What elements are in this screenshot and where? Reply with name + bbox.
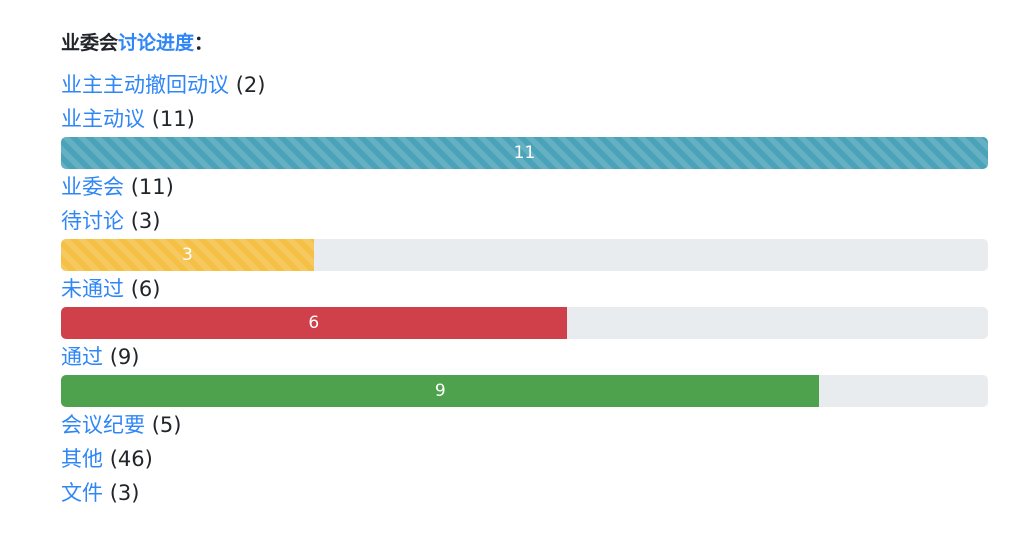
list-item: 待讨论 (3) — [61, 204, 988, 238]
category-count: (3) — [109, 481, 140, 505]
list-item: 业主动议 (11) — [61, 102, 988, 136]
progress-bar-label: 11 — [513, 143, 536, 163]
progress-bar: 3 — [61, 239, 988, 271]
heading-prefix: 业委会 — [61, 32, 119, 54]
progress-bar-fill: 9 — [61, 375, 820, 407]
category-count: (3) — [130, 209, 161, 233]
progress-bar-fill: 6 — [61, 307, 567, 339]
category-count: (2) — [235, 73, 266, 97]
progress-bar: 11 — [61, 137, 988, 169]
category-count: (46) — [109, 447, 153, 471]
category-count: (11) — [130, 175, 174, 199]
category-link-minutes[interactable]: 会议纪要 — [61, 413, 145, 437]
progress-bar-label: 3 — [181, 245, 193, 265]
progress-bar: 6 — [61, 307, 988, 339]
category-link-files[interactable]: 文件 — [61, 481, 103, 505]
panel-heading: 业委会讨论进度： — [61, 28, 988, 58]
category-link-committee[interactable]: 业委会 — [61, 175, 124, 199]
progress-panel: 业委会讨论进度： 业主主动撤回动议 (2) 业主动议 (11) 11 业委会 (… — [61, 28, 988, 510]
list-item: 其他 (46) — [61, 442, 988, 476]
category-link-owner-motion[interactable]: 业主动议 — [61, 107, 145, 131]
category-link-approved[interactable]: 通过 — [61, 345, 103, 369]
category-count: (9) — [109, 345, 140, 369]
category-count: (5) — [151, 413, 182, 437]
list-item: 业委会 (11) — [61, 170, 988, 204]
category-count: (6) — [130, 277, 161, 301]
list-item: 会议纪要 (5) — [61, 408, 988, 442]
category-count: (11) — [151, 107, 195, 131]
list-item: 业主主动撤回动议 (2) — [61, 68, 988, 102]
category-link-pending[interactable]: 待讨论 — [61, 209, 124, 233]
progress-bar-fill: 11 — [61, 137, 988, 169]
category-link-owner-withdrawn[interactable]: 业主主动撤回动议 — [61, 73, 229, 97]
progress-bar: 9 — [61, 375, 988, 407]
list-item: 文件 (3) — [61, 476, 988, 510]
progress-bar-fill: 3 — [61, 239, 314, 271]
category-link-rejected[interactable]: 未通过 — [61, 277, 124, 301]
list-item: 通过 (9) — [61, 340, 988, 374]
discussion-progress-link[interactable]: 讨论进度 — [118, 32, 195, 54]
list-item: 未通过 (6) — [61, 272, 988, 306]
category-link-other[interactable]: 其他 — [61, 447, 103, 471]
heading-suffix: ： — [194, 32, 214, 54]
progress-bar-label: 9 — [434, 381, 446, 401]
progress-bar-label: 6 — [308, 313, 320, 333]
